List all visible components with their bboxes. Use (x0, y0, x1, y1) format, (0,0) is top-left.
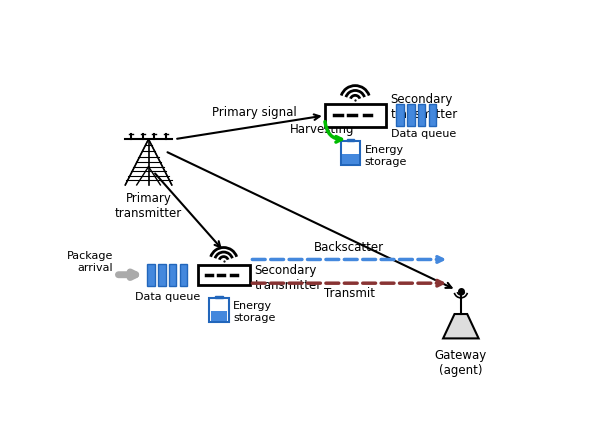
Text: Transmit: Transmit (324, 286, 375, 300)
Text: Energy
storage: Energy storage (365, 145, 407, 167)
Bar (198, 264, 250, 285)
Text: Package
arrival: Package arrival (67, 251, 113, 273)
Text: Harvesting: Harvesting (290, 122, 354, 136)
Text: Data queue: Data queue (391, 129, 456, 139)
Bar (158, 264, 165, 286)
Bar (341, 141, 361, 165)
Text: Data queue: Data queue (135, 292, 200, 302)
Bar (215, 296, 223, 298)
Bar (342, 154, 359, 164)
Bar (180, 264, 187, 286)
Bar (428, 104, 436, 126)
Bar (396, 104, 404, 126)
Text: Gateway
(agent): Gateway (agent) (435, 349, 487, 377)
Bar (325, 104, 385, 127)
Text: Primary signal: Primary signal (212, 106, 296, 119)
Text: Secondary
transmitter: Secondary transmitter (255, 264, 321, 292)
Bar (169, 264, 176, 286)
Bar (418, 104, 425, 126)
Bar (147, 264, 155, 286)
Bar (209, 298, 229, 322)
Bar (347, 139, 355, 141)
Bar (407, 104, 415, 126)
Text: Secondary
transmitter: Secondary transmitter (390, 93, 458, 121)
Text: Energy
storage: Energy storage (233, 301, 276, 323)
Text: Backscatter: Backscatter (315, 242, 384, 254)
Text: Primary
transmitter: Primary transmitter (115, 192, 182, 220)
Polygon shape (443, 314, 479, 338)
Bar (210, 311, 227, 321)
